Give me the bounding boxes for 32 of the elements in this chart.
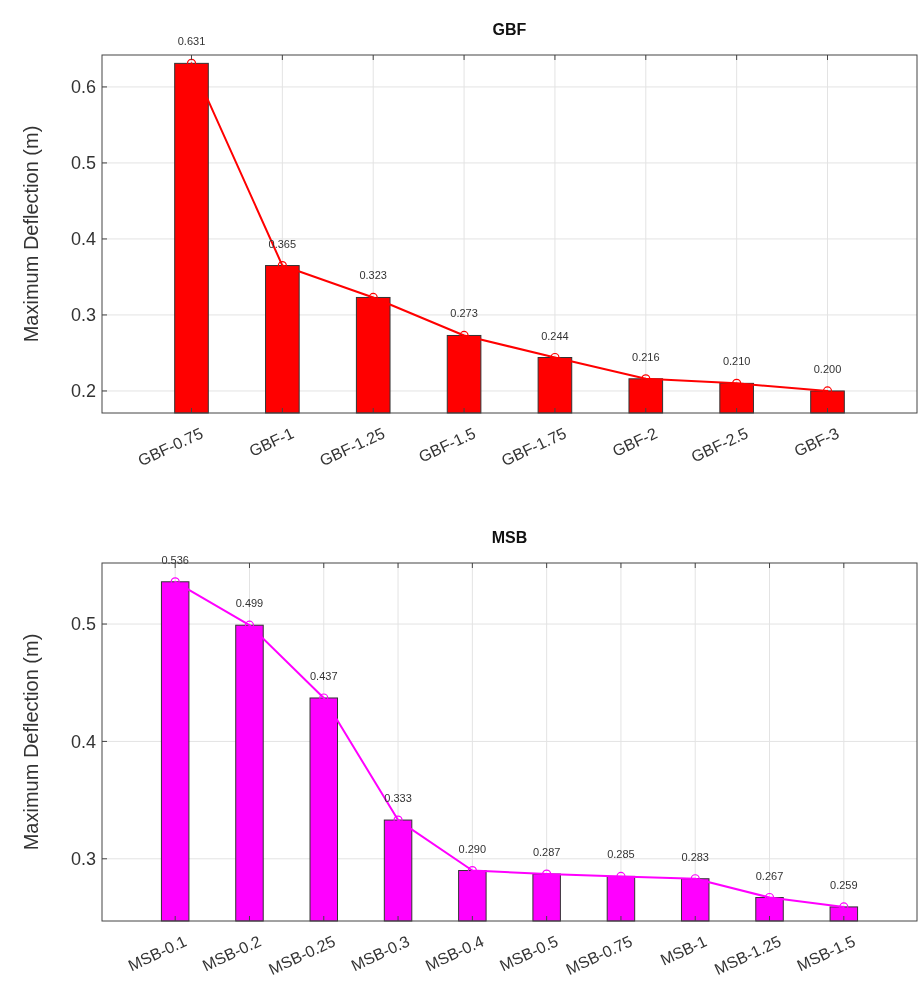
chart-title: GBF: [492, 21, 527, 38]
data-label: 0.287: [532, 846, 561, 859]
x-tick-label: GBF-3: [791, 424, 842, 460]
y-axis-title: Maximum Deflection (m): [20, 633, 42, 851]
data-label: 0.259: [830, 878, 858, 891]
data-label: 0.285: [607, 848, 635, 861]
y-tick-label: 0.5: [70, 614, 96, 635]
data-label: 0.210: [722, 355, 751, 368]
y-tick-label: 0.4: [70, 229, 96, 250]
data-label: 0.290: [458, 842, 487, 855]
x-tick-label: GBF-1: [246, 424, 297, 460]
data-label: 0.283: [681, 850, 709, 863]
y-tick-label: 0.3: [70, 849, 96, 870]
chart-title: MSB: [491, 529, 528, 546]
data-label: 0.273: [450, 307, 478, 320]
y-tick-label: 0.6: [70, 77, 96, 98]
data-label: 0.200: [813, 362, 842, 375]
data-label: 0.333: [384, 792, 412, 805]
x-tick-label: GBF-2: [609, 424, 660, 460]
data-label: 0.267: [755, 869, 784, 882]
data-label: 0.216: [632, 350, 660, 363]
y-tick-label: 0.2: [70, 381, 96, 402]
y-tick-label: 0.4: [70, 731, 96, 752]
data-label: 0.244: [541, 329, 569, 342]
data-label: 0.536: [161, 553, 189, 566]
y-tick-label: 0.3: [70, 305, 96, 326]
data-label: 0.631: [177, 35, 206, 48]
data-label: 0.499: [235, 597, 264, 610]
y-tick-label: 0.5: [70, 153, 96, 174]
data-label: 0.323: [359, 269, 387, 282]
data-label: 0.437: [310, 669, 338, 682]
y-axis-title: Maximum Deflection (m): [20, 125, 42, 343]
